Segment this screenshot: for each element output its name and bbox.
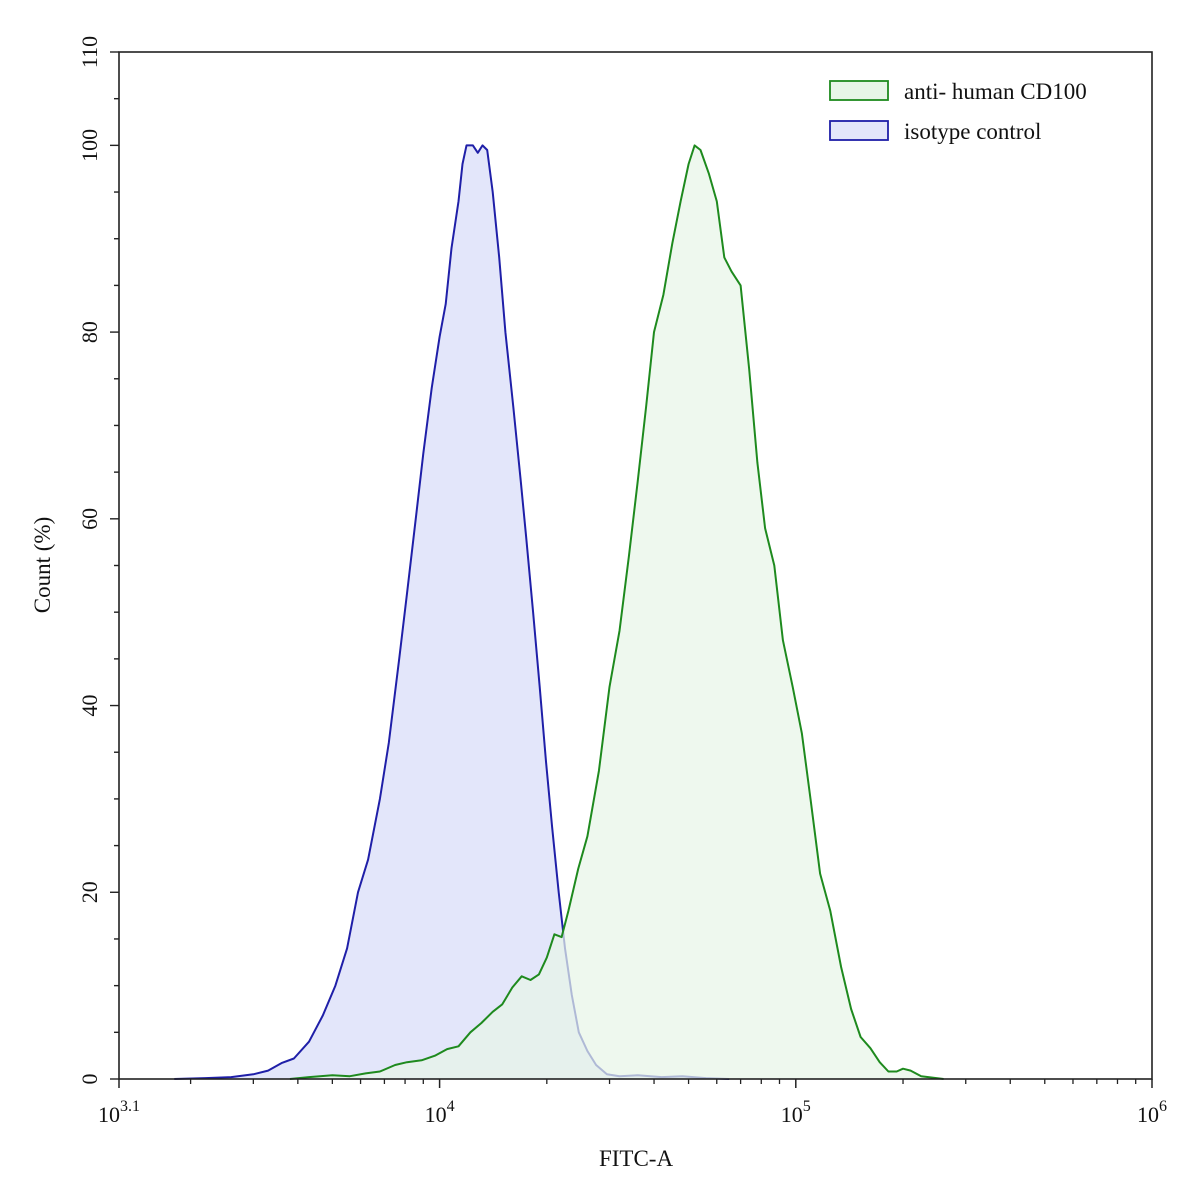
y-tick-label: 0 [77,1074,102,1085]
y-tick-label: 40 [77,695,102,717]
series-fill-anti-cd100 [289,145,944,1079]
series-line-anti-cd100 [289,144,944,1080]
y-tick-label: 80 [77,321,102,343]
plot-areas [174,144,944,1080]
legend-swatch-anti-cd100 [829,80,889,101]
y-axis-title: Count (%) [30,517,55,613]
x-tick-label: 105 [781,1098,811,1127]
axes: 0 20 40 60 80 100 110 103.1 104 105 106 [77,36,1167,1127]
legend-label-isotype: isotype control [904,119,1041,144]
y-tick-label: 110 [77,36,102,68]
y-tick-label: 20 [77,881,102,903]
series-fill-isotype [174,145,730,1079]
x-tick-label: 104 [425,1098,455,1127]
x-axis-title: FITC-A [599,1146,674,1171]
y-tick-label: 100 [77,129,102,162]
legend: anti- human CD100 isotype control [829,79,1087,144]
x-tick-label: 106 [1137,1098,1167,1127]
legend-swatch-isotype [829,120,889,141]
y-tick-label: 60 [77,508,102,530]
legend-label-anti-cd100: anti- human CD100 [904,79,1087,104]
x-tick-label: 103.1 [98,1098,140,1127]
